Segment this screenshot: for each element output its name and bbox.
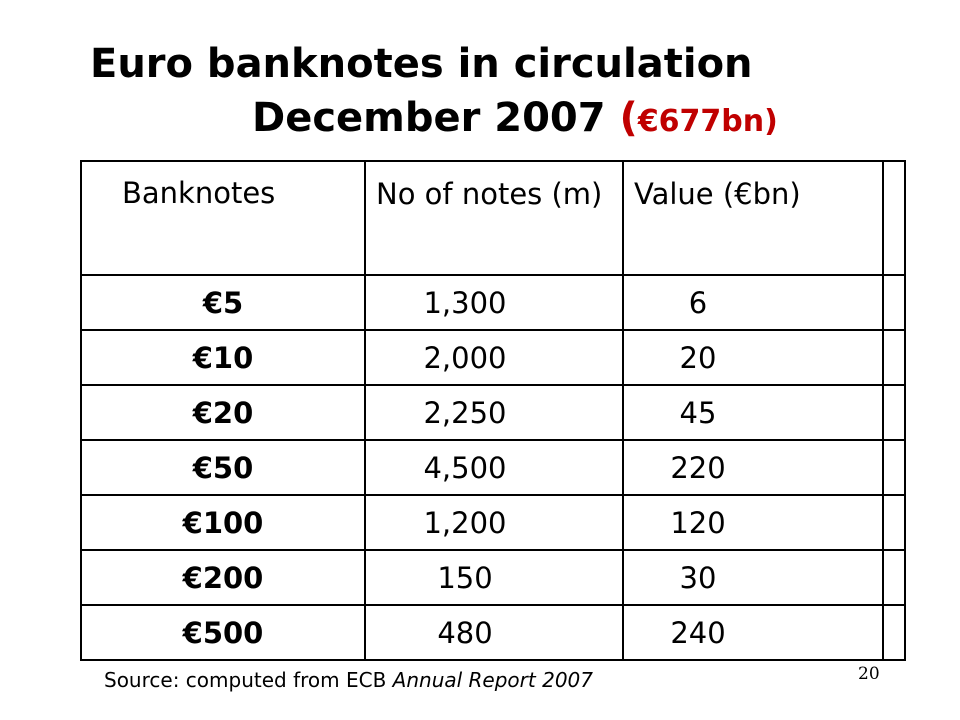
title-total-amount: €677bn — [637, 104, 765, 139]
notes-cell: 4,500 — [364, 439, 624, 496]
value-cell: 120 — [622, 494, 884, 551]
denomination-cell: €20 — [80, 384, 366, 441]
value-cell: 6 — [622, 274, 884, 331]
value-cell: 20 — [622, 329, 884, 386]
title-date: December 2007 — [252, 95, 606, 141]
table-row: €50 4,500 220 — [80, 439, 906, 496]
title-paren-close: ) — [764, 104, 778, 139]
table-row: €100 1,200 120 — [80, 494, 906, 551]
notes-cell: 2,250 — [364, 384, 624, 441]
denomination-cell: €200 — [80, 549, 366, 606]
denomination-cell: €50 — [80, 439, 366, 496]
title-line-1: Euro banknotes in circulation — [90, 41, 753, 87]
source-note: Source: computed from ECB Annual Report … — [104, 668, 593, 692]
notes-cell: 1,200 — [364, 494, 624, 551]
empty-cell — [882, 384, 906, 441]
value-cell: 45 — [622, 384, 884, 441]
denomination-cell: €5 — [80, 274, 366, 331]
empty-cell — [882, 274, 906, 331]
value-cell: 240 — [622, 604, 884, 661]
header-banknotes: Banknotes — [80, 160, 366, 276]
table-row: €20 2,250 45 — [80, 384, 906, 441]
header-value: Value (€bn) — [622, 160, 884, 276]
table-row: €500 480 240 — [80, 604, 906, 661]
notes-cell: 2,000 — [364, 329, 624, 386]
header-no-of-notes: No of notes (m) — [364, 160, 624, 276]
source-prefix: Source: computed from ECB — [104, 668, 393, 692]
empty-cell — [882, 604, 906, 661]
empty-cell — [882, 439, 906, 496]
empty-cell — [882, 549, 906, 606]
notes-cell: 1,300 — [364, 274, 624, 331]
title-paren-open: ( — [619, 95, 638, 141]
banknotes-table: Banknotes No of notes (m) Value (€bn) €5… — [80, 160, 906, 661]
denomination-cell: €100 — [80, 494, 366, 551]
notes-cell: 480 — [364, 604, 624, 661]
empty-cell — [882, 160, 906, 276]
empty-cell — [882, 329, 906, 386]
value-cell: 30 — [622, 549, 884, 606]
denomination-cell: €10 — [80, 329, 366, 386]
table-row: €5 1,300 6 — [80, 274, 906, 331]
notes-cell: 150 — [364, 549, 624, 606]
table-header-row: Banknotes No of notes (m) Value (€bn) — [80, 160, 906, 276]
empty-cell — [882, 494, 906, 551]
title-line-2: December 2007 (€677bn) — [252, 98, 778, 138]
value-cell: 220 — [622, 439, 884, 496]
source-publication: Annual Report 2007 — [392, 668, 593, 692]
table-row: €10 2,000 20 — [80, 329, 906, 386]
page-number: 20 — [858, 664, 880, 684]
denomination-cell: €500 — [80, 604, 366, 661]
table-row: €200 150 30 — [80, 549, 906, 606]
